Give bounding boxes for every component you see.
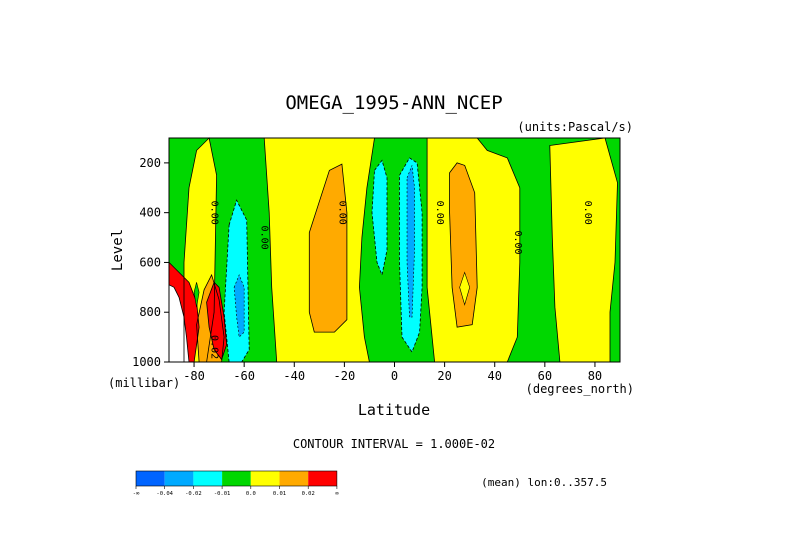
colorbar-label: ∞ xyxy=(335,491,339,497)
field-region xyxy=(233,274,245,338)
colorbar-label: -∞ xyxy=(133,491,140,497)
x-axis-label: Latitude xyxy=(358,401,430,419)
contour-line xyxy=(549,137,618,363)
contour-line xyxy=(426,137,521,363)
mean-longitude-note: (mean) lon:0..357.5 xyxy=(481,476,607,489)
contour-line xyxy=(371,159,388,277)
contour-label: 0.00 xyxy=(582,201,593,225)
contour-line xyxy=(399,157,423,353)
colorbar-swatch xyxy=(222,471,251,486)
y-tick-label: 1000 xyxy=(132,355,161,369)
colorbar-label: 0.0 xyxy=(246,491,256,497)
contour-line xyxy=(449,162,478,328)
x-tick-label: 0 xyxy=(391,369,398,383)
x-tick-label: -80 xyxy=(183,369,205,383)
colorbar: -∞ -0.04 -0.02 -0.01 0.0 0.01 0.02 ∞ xyxy=(133,470,339,497)
colorbar-label: 0.01 xyxy=(273,491,286,497)
chart-title: OMEGA_1995-ANN_NCEP xyxy=(285,92,502,114)
contour-line xyxy=(206,281,228,361)
colorbar-swatch xyxy=(250,471,280,486)
y-tick-label: 400 xyxy=(139,206,161,220)
x-axis-units: (degrees_north) xyxy=(526,382,634,396)
contour-labels: 0.00 0.00 0.00 0.00 0.00 0.00 0.02 xyxy=(209,201,593,359)
colorbar-swatch xyxy=(164,471,194,486)
y-axis-ticks: 200 400 600 800 1000 xyxy=(132,156,169,369)
contour-interval-text: CONTOUR INTERVAL = 1.000E-02 xyxy=(293,437,495,451)
x-tick-label: -20 xyxy=(334,369,356,383)
colorbar-label: 0.02 xyxy=(302,491,315,497)
colorbar-label: -0.02 xyxy=(185,491,202,497)
colorbar-swatch xyxy=(193,471,223,486)
contour-label: 0.02 xyxy=(209,335,220,359)
field-region xyxy=(459,271,470,306)
x-tick-label: -60 xyxy=(233,369,255,383)
y-axis-units: (millibar) xyxy=(108,376,180,390)
colorbar-label: -0.01 xyxy=(214,491,231,497)
y-tick-label: 200 xyxy=(139,156,161,170)
contour-label: 0.00 xyxy=(209,201,220,225)
contour-label: 0.00 xyxy=(512,230,523,254)
y-tick-label: 800 xyxy=(139,305,161,319)
field-region xyxy=(193,282,200,308)
x-tick-label: 20 xyxy=(437,369,451,383)
y-axis-label: Level xyxy=(110,229,126,271)
contour-line xyxy=(223,199,250,363)
x-axis-ticks: -80 -60 -40 -20 0 20 40 60 80 xyxy=(183,362,602,383)
colorbar-swatch xyxy=(308,471,337,486)
contour-label: 0.00 xyxy=(336,201,347,225)
x-tick-label: 60 xyxy=(538,369,552,383)
x-tick-label: 80 xyxy=(588,369,602,383)
colorbar-swatch xyxy=(136,471,165,486)
colorbar-label: -0.04 xyxy=(156,491,173,497)
x-tick-label: 40 xyxy=(487,369,501,383)
y-tick-label: 600 xyxy=(139,255,161,269)
plot-area xyxy=(169,138,620,362)
field-region xyxy=(309,164,347,333)
contour-line xyxy=(263,137,375,363)
field-region xyxy=(206,282,227,360)
colorbar-frame xyxy=(135,470,338,487)
field-region xyxy=(549,138,618,362)
x-tick-label: -40 xyxy=(283,369,305,383)
field-region xyxy=(406,165,415,318)
contour-line xyxy=(308,163,348,333)
field-region xyxy=(449,162,478,328)
units-label: (units:Pascal/s) xyxy=(517,120,633,134)
colorbar-swatch xyxy=(279,471,309,486)
contour-label: 0.00 xyxy=(434,201,445,225)
contour-label: 0.00 xyxy=(259,226,270,250)
